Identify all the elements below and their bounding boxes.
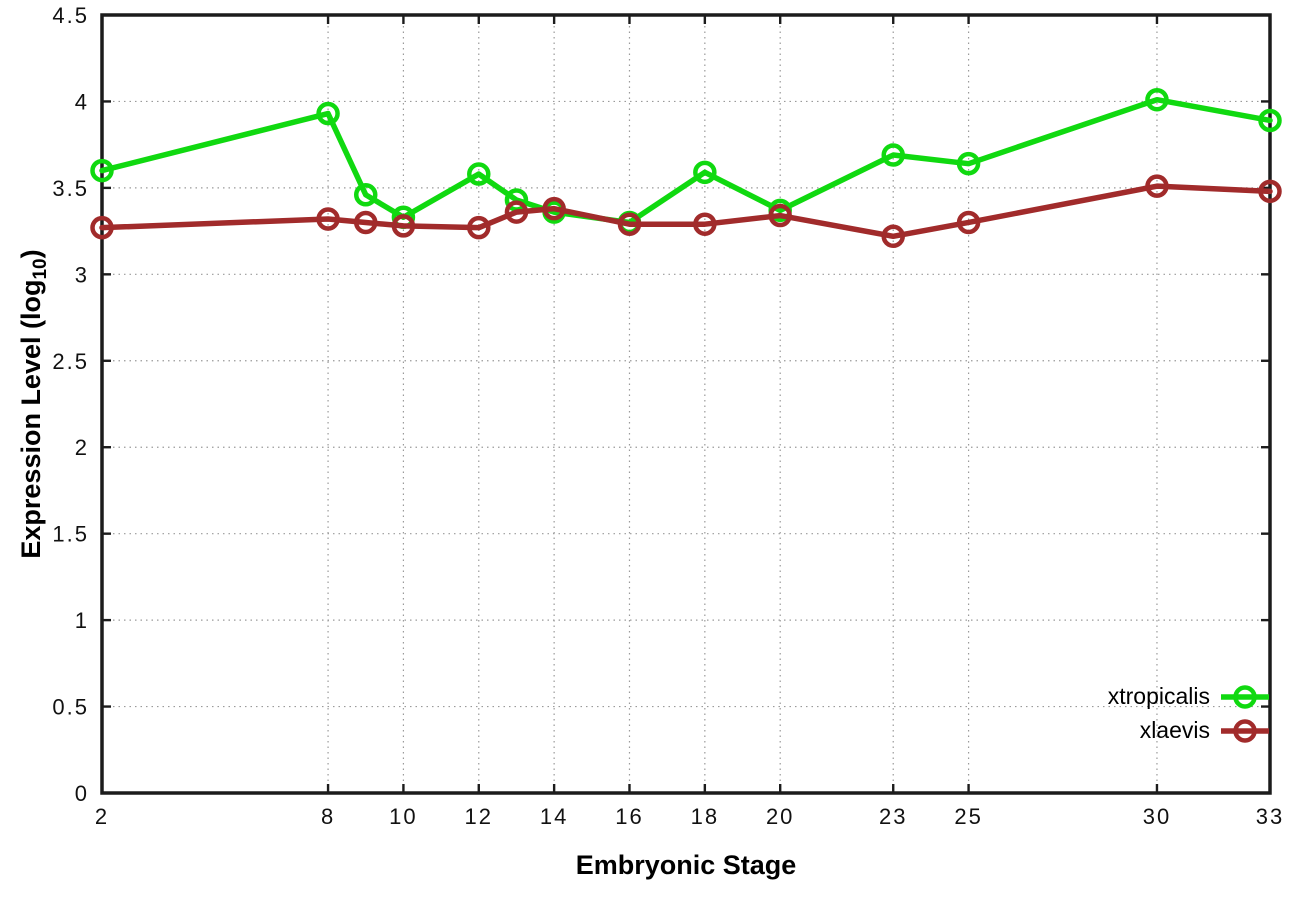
series-line (99, 183, 1273, 240)
data-point (956, 210, 981, 235)
data-point (768, 203, 792, 228)
x-tick-label: 12 (465, 804, 493, 829)
legend-label-xlaevis: xlaevis (1139, 717, 1210, 743)
y-axis-label-close: ) (16, 249, 46, 259)
y-axis-label: Expression Level (log10) (16, 249, 52, 558)
data-point (90, 158, 114, 183)
x-tick-label: 25 (954, 804, 982, 829)
data-point (504, 200, 529, 224)
x-tick-label: 10 (389, 804, 417, 829)
line-marker-icon (1221, 718, 1269, 743)
data-point (617, 212, 642, 236)
series-line (99, 96, 1273, 226)
y-axis-label-text: Expression Level (log (16, 279, 46, 559)
y-tick-label: 3.5 (52, 176, 89, 201)
y-tick-label: 2 (75, 435, 89, 460)
legend-label-xtropicalis: xtropicalis (1107, 683, 1210, 709)
x-tick-label: 33 (1256, 804, 1284, 829)
plot-border (100, 13, 1272, 795)
x-tick-label: 23 (879, 804, 907, 829)
data-point (316, 101, 340, 126)
y-tick-label: 0.5 (52, 695, 89, 720)
data-point (1258, 179, 1282, 204)
data-point (90, 215, 114, 240)
x-tick-label: 14 (540, 804, 568, 829)
tick-marks (100, 13, 1272, 795)
gridlines (102, 15, 1270, 793)
legend: xtropicalis xlaevis (1108, 681, 1270, 746)
data-point (693, 212, 717, 236)
y-tick-label: 4.5 (52, 3, 89, 28)
legend-item-xtropicalis: xtropicalis (1108, 681, 1270, 712)
y-tick-label: 1 (75, 608, 89, 633)
data-point (467, 162, 491, 186)
x-tick-labels: 2 8 10 12 14 16 18 20 23 25 30 33 (95, 804, 1284, 829)
x-tick-label: 16 (615, 804, 643, 829)
y-tick-label: 0 (75, 781, 89, 806)
y-tick-label: 4 (75, 89, 89, 114)
x-tick-label: 2 (95, 804, 109, 829)
data-point (1145, 87, 1169, 112)
x-axis-label: Embryonic Stage (575, 850, 797, 880)
data-point (542, 196, 566, 221)
data-point (881, 143, 905, 167)
data-point (353, 210, 378, 235)
y-tick-label: 1.5 (52, 522, 89, 547)
data-point (881, 224, 905, 249)
series-xlaevis (90, 174, 1282, 249)
data-point (693, 160, 717, 185)
series-xtropicalis (90, 87, 1282, 235)
data-point (1145, 174, 1169, 198)
legend-item-xlaevis: xlaevis (1140, 715, 1270, 746)
y-tick-labels: 0 0.5 1 1.5 2 2.5 3 3.5 4 4.5 (52, 3, 89, 806)
data-point (391, 214, 416, 238)
data-point (316, 207, 340, 231)
y-axis-label-subscript: 10 (30, 258, 51, 280)
y-tick-label: 2.5 (52, 349, 89, 374)
data-point (353, 183, 378, 207)
data-point (467, 215, 491, 240)
x-tick-label: 30 (1143, 804, 1171, 829)
line-marker-icon (1221, 684, 1269, 709)
x-tick-label: 20 (766, 804, 794, 829)
x-tick-label: 8 (321, 804, 335, 829)
y-tick-label: 3 (75, 262, 89, 287)
data-point (956, 151, 981, 176)
x-tick-label: 18 (691, 804, 719, 829)
data-point (1258, 108, 1282, 133)
